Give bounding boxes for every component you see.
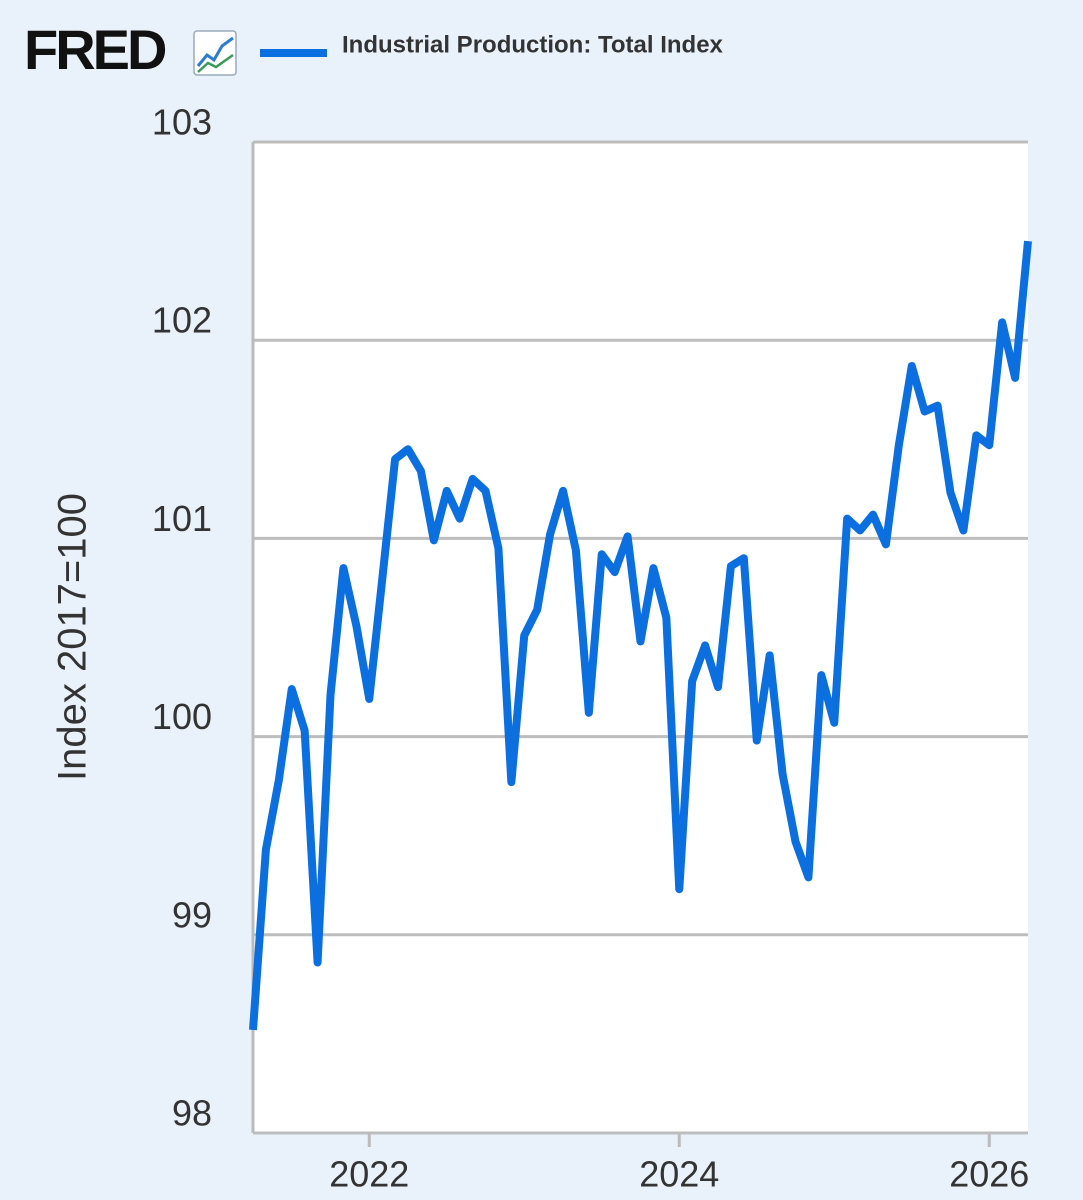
y-axis-title: Index 2017=100 <box>51 493 95 781</box>
x-tick-label: 2024 <box>639 1154 719 1195</box>
y-tick-label: 102 <box>152 300 212 341</box>
x-tick-label: 2022 <box>329 1154 409 1195</box>
y-tick-label: 103 <box>152 102 212 143</box>
y-tick-label: 99 <box>172 894 212 935</box>
logo: FRED <box>24 18 166 81</box>
y-tick-label: 98 <box>172 1093 212 1134</box>
legend-label: Industrial Production: Total Index <box>342 31 724 58</box>
y-tick-label: 101 <box>152 498 212 539</box>
x-tick-label: 2026 <box>949 1154 1029 1195</box>
logo-icon <box>193 30 237 76</box>
y-tick-label: 100 <box>152 696 212 737</box>
series-line <box>249 240 1032 1031</box>
